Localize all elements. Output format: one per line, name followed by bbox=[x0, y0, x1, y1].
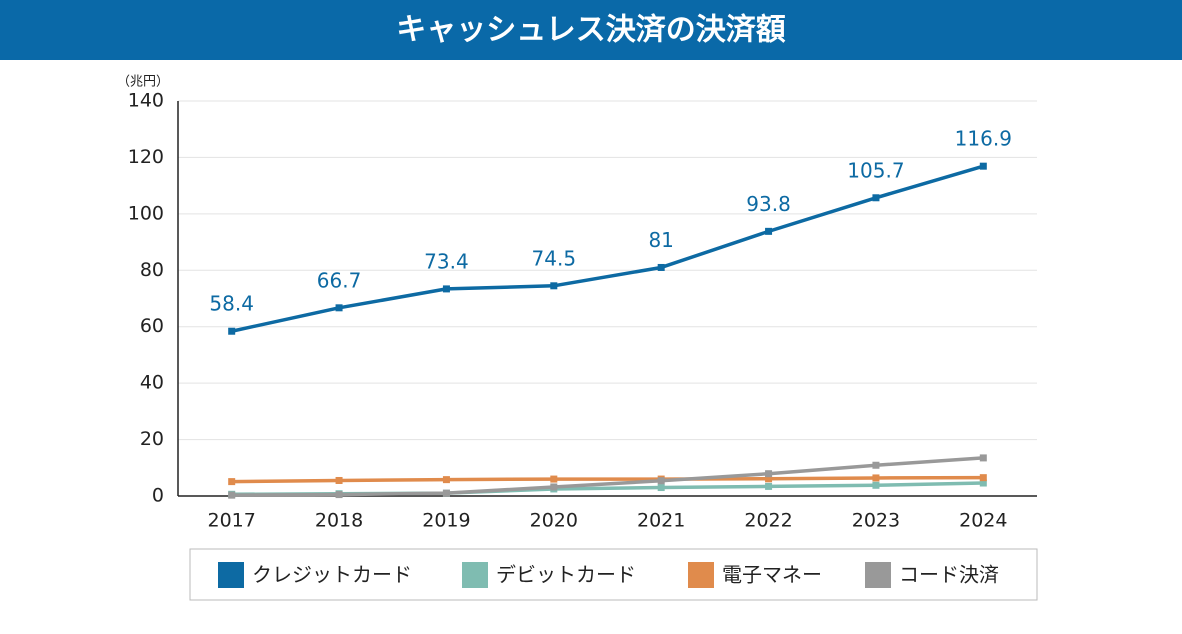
legend-swatch bbox=[218, 562, 244, 588]
series-line bbox=[231, 164, 984, 333]
y-tick-label: 120 bbox=[128, 146, 164, 168]
data-label: 105.7 bbox=[847, 158, 904, 182]
point-marker bbox=[979, 474, 987, 482]
x-tick-label: 2023 bbox=[852, 510, 900, 532]
point-marker bbox=[657, 263, 665, 271]
y-tick-label: 0 bbox=[152, 485, 164, 507]
point-marker bbox=[765, 227, 773, 235]
point-marker bbox=[228, 478, 236, 486]
data-label: 74.5 bbox=[532, 246, 577, 270]
legend-label: 電子マネー bbox=[722, 563, 822, 587]
point-marker bbox=[550, 282, 558, 290]
data-label: 81 bbox=[648, 228, 673, 252]
data-label: 93.8 bbox=[746, 192, 791, 216]
point-marker bbox=[335, 304, 343, 312]
x-tick-label: 2021 bbox=[637, 510, 685, 532]
point-marker bbox=[657, 484, 665, 492]
point-marker bbox=[979, 162, 987, 170]
y-tick-label: 140 bbox=[128, 90, 164, 112]
series-line bbox=[231, 456, 984, 497]
y-tick-label: 100 bbox=[128, 202, 164, 224]
x-tick-label: 2022 bbox=[744, 510, 792, 532]
legend-swatch bbox=[865, 562, 891, 588]
point-marker bbox=[228, 327, 236, 335]
y-axis-label: （兆円） bbox=[117, 75, 169, 90]
point-marker bbox=[228, 491, 236, 499]
data-label: 116.9 bbox=[955, 127, 1012, 151]
point-marker bbox=[657, 477, 665, 485]
point-marker bbox=[442, 476, 450, 484]
point-marker bbox=[765, 475, 773, 483]
y-tick-label: 80 bbox=[140, 259, 164, 281]
point-marker bbox=[442, 489, 450, 497]
x-tick-label: 2019 bbox=[422, 510, 470, 532]
point-marker bbox=[335, 476, 343, 484]
series-line bbox=[231, 475, 984, 484]
legend-swatch bbox=[462, 562, 488, 588]
point-marker bbox=[872, 461, 880, 469]
point-marker bbox=[979, 454, 987, 462]
data-label: 66.7 bbox=[317, 268, 362, 292]
y-tick-label: 60 bbox=[140, 315, 164, 337]
legend-label: コード決済 bbox=[899, 563, 999, 587]
point-marker bbox=[442, 285, 450, 293]
point-marker bbox=[872, 474, 880, 482]
x-tick-label: 2018 bbox=[315, 510, 363, 532]
legend-swatch bbox=[688, 562, 714, 588]
x-tick-label: 2024 bbox=[959, 510, 1007, 532]
point-marker bbox=[872, 194, 880, 202]
chart-title: キャッシュレス決済の決済額 bbox=[396, 13, 785, 48]
point-marker bbox=[765, 482, 773, 490]
legend-label: クレジットカード bbox=[252, 563, 412, 587]
x-tick-label: 2017 bbox=[208, 510, 256, 532]
y-tick-label: 40 bbox=[140, 372, 164, 394]
point-marker bbox=[979, 479, 987, 487]
legend-label: デビットカード bbox=[496, 563, 636, 587]
y-tick-label: 20 bbox=[140, 428, 164, 450]
point-marker bbox=[550, 483, 558, 491]
data-label: 73.4 bbox=[424, 249, 469, 273]
legend-box bbox=[189, 548, 1038, 601]
point-marker bbox=[335, 491, 343, 499]
title-bar bbox=[0, 0, 1182, 60]
point-marker bbox=[550, 475, 558, 483]
point-marker bbox=[872, 481, 880, 489]
point-marker bbox=[765, 470, 773, 478]
x-tick-label: 2020 bbox=[530, 510, 578, 532]
data-label: 58.4 bbox=[209, 292, 254, 316]
